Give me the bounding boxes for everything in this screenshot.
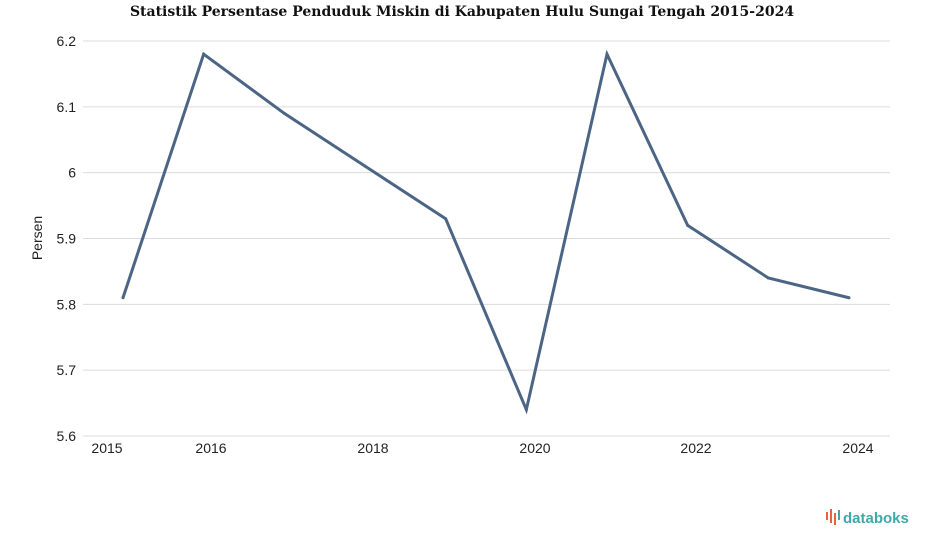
- y-axis-ticks: 5.6 5.7 5.8 5.9 6 6.1 6.2: [57, 33, 77, 444]
- x-tick-label: 2015: [91, 440, 122, 456]
- y-tick-label: 5.6: [57, 428, 77, 444]
- data-point: [605, 52, 609, 56]
- y-tick-label: 5.9: [57, 231, 77, 247]
- x-tick-label: 2024: [842, 440, 873, 456]
- databoks-logo-icon: [826, 509, 840, 525]
- brand-name: databoks: [843, 510, 909, 527]
- y-tick-label: 6.2: [57, 33, 77, 49]
- y-tick-label: 5.8: [57, 296, 77, 312]
- x-tick-label: 2022: [680, 440, 711, 456]
- x-tick-label: 2016: [195, 440, 226, 456]
- series-layer: [121, 49, 851, 415]
- y-axis-label: Persen: [29, 216, 45, 260]
- data-point: [121, 296, 125, 300]
- data-point: [524, 408, 528, 412]
- gridlines: [83, 40, 890, 437]
- y-tick-label: 6: [68, 165, 76, 181]
- chart-title: Statistik Persentase Penduduk Miskin di …: [130, 4, 794, 20]
- data-point: [686, 223, 690, 227]
- series-line: [121, 49, 850, 415]
- data-point: [282, 111, 286, 115]
- data-point: [847, 296, 851, 300]
- data-point: [444, 217, 448, 221]
- x-tick-label: 2018: [357, 440, 388, 456]
- y-tick-label: 5.7: [57, 362, 77, 378]
- data-point: [363, 164, 367, 168]
- data-point: [766, 276, 770, 280]
- data-point: [202, 52, 206, 56]
- y-tick-label: 6.1: [57, 99, 77, 115]
- x-tick-label: 2020: [519, 440, 550, 456]
- x-axis-ticks: 2015 2016 2018 2020 2022 2024: [91, 440, 873, 456]
- brand-logo: databoks: [826, 509, 909, 527]
